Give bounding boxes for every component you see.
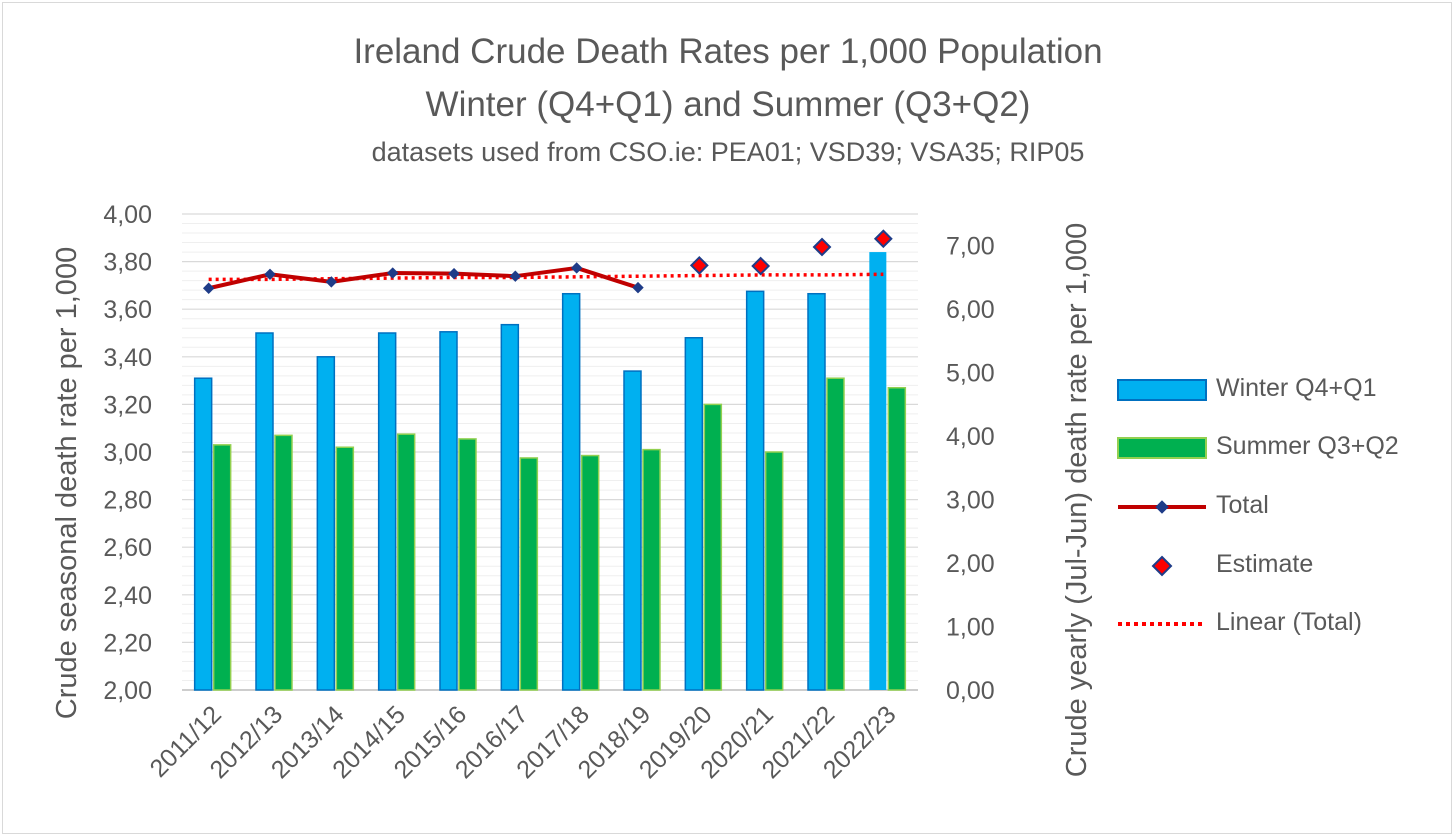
y-left-tick-label: 2,80 (103, 487, 152, 515)
y-right-tick-label: 2,00 (946, 550, 995, 578)
y-right-tick-label: 5,00 (946, 360, 995, 388)
y-left-tick-label: 3,80 (103, 249, 152, 277)
bar-winter (377, 332, 397, 691)
legend-label-estimate: Estimate (1216, 550, 1314, 578)
bar-summer (764, 451, 784, 691)
bar-winter (316, 356, 336, 691)
y-left-tick-label: 2,40 (103, 582, 152, 610)
legend-swatch-estimate (1151, 555, 1173, 577)
marker-total (264, 268, 276, 281)
marker-estimate (873, 229, 893, 249)
bar-winter (869, 252, 887, 690)
marker-estimate (751, 256, 771, 276)
legend-label-total: Total (1216, 491, 1269, 519)
y-left-tick-label: 2,00 (103, 677, 152, 705)
legend-item-winter: Winter Q4+Q1 (1116, 370, 1446, 410)
line-total (208, 265, 639, 291)
marker-total (448, 267, 460, 280)
y-right-tick-label: 4,00 (946, 423, 995, 451)
bar-winter (193, 377, 213, 691)
legend-swatch-summer (1117, 437, 1207, 459)
bar-summer (396, 433, 416, 691)
bar-summer (458, 438, 477, 691)
bar-winter (500, 323, 520, 691)
legend-item-summer: Summer Q3+Q2 (1116, 428, 1446, 468)
y-right-axis-title: Crude yearly (Jul-Jun) death rate per 1,… (1061, 223, 1093, 778)
y-left-tick-label: 3,40 (103, 344, 152, 372)
legend-item-estimate: Estimate (1116, 546, 1446, 586)
chart-subtitle: Winter (Q4+Q1) and Summer (Q3+Q2) (425, 85, 1031, 124)
bar-winter (439, 331, 458, 691)
y-left-tick-label: 2,20 (103, 629, 152, 657)
y-right-tick-label: 6,00 (946, 296, 995, 324)
bar-winter (561, 292, 581, 691)
y-left-tick-label: 3,60 (103, 296, 152, 324)
legend-item-linear: Linear (Total) (1116, 604, 1446, 644)
bar-summer (703, 403, 723, 691)
legend-swatch-linear (1118, 622, 1206, 626)
bar-winter (684, 337, 704, 691)
bar-winter (623, 370, 642, 691)
bar-summer (335, 446, 355, 691)
bar-summer (274, 434, 293, 691)
y-left-tick-label: 4,00 (103, 201, 152, 229)
marker-total (386, 267, 399, 279)
bar-summer (887, 386, 907, 691)
legend-swatch-winter (1117, 379, 1207, 401)
chart-title: Ireland Crude Death Rates per 1,000 Popu… (353, 32, 1103, 71)
marker-total (570, 262, 583, 274)
marker-total (325, 276, 338, 288)
y-right-tick-label: 1,00 (946, 614, 995, 642)
bar-summer (519, 457, 539, 691)
y-left-tick-label: 2,60 (103, 534, 152, 562)
bar-winter (807, 292, 826, 691)
marker-estimate (689, 255, 709, 275)
y-right-tick-label: 3,00 (946, 487, 995, 515)
legend-swatch-total (1118, 500, 1206, 514)
bar-summer (212, 444, 232, 691)
bar-winter (745, 290, 765, 691)
legend-item-total: Total (1116, 487, 1446, 527)
bar-summer (826, 377, 845, 691)
y-left-axis-title: Crude seasonal death rate per 1,000 (51, 247, 83, 719)
y-left-tick-label: 3,00 (103, 439, 152, 467)
chart-source-note: datasets used from CSO.ie: PEA01; VSD39;… (371, 137, 1085, 167)
legend-label-winter: Winter Q4+Q1 (1216, 374, 1377, 402)
y-left-tick-label: 3,20 (103, 391, 152, 419)
y-right-tick-label: 7,00 (946, 233, 995, 261)
marker-estimate (812, 237, 832, 257)
legend-label-summer: Summer Q3+Q2 (1216, 432, 1399, 460)
bar-summer (580, 454, 600, 691)
marker-total (202, 282, 215, 294)
bar-winter (255, 332, 274, 691)
bar-summer (642, 448, 661, 691)
y-right-tick-label: 0,00 (946, 677, 995, 705)
marker-total (632, 281, 644, 294)
legend-label-linear: Linear (Total) (1216, 608, 1362, 636)
marker-total (509, 270, 522, 282)
